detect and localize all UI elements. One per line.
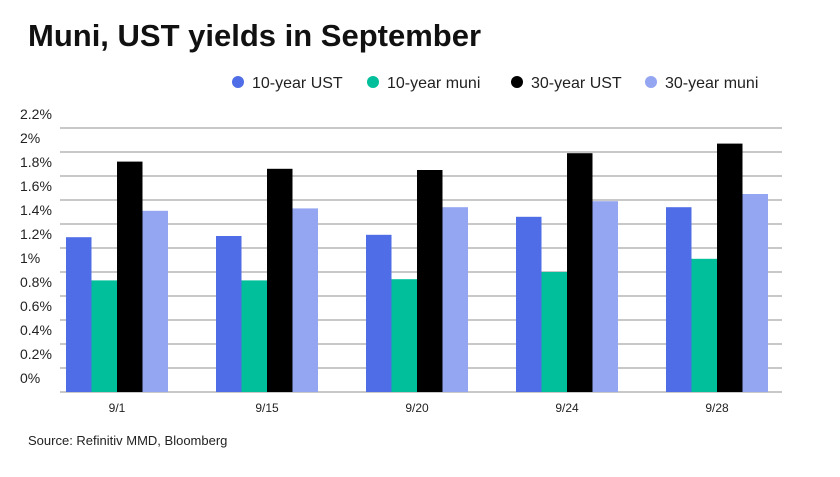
x-tick-label: 9/1	[109, 401, 126, 415]
legend-marker	[232, 76, 244, 88]
bar-30-year-ust-9/20	[417, 170, 443, 392]
bar-10-year-muni-9/20	[391, 279, 417, 392]
bar-30-year-muni-9/24	[592, 201, 618, 392]
bar-30-year-ust-9/15	[267, 168, 293, 392]
y-tick-label: 0.6%	[20, 298, 52, 314]
y-tick-label: 1.6%	[20, 178, 52, 194]
bars	[66, 143, 768, 392]
legend-label: 30-year UST	[531, 75, 622, 92]
source-note: Source: Refinitiv MMD, Bloomberg	[28, 433, 227, 448]
y-tick-label: 1.2%	[20, 226, 52, 242]
chart-title: Muni, UST yields in September	[28, 18, 481, 53]
bar-10-year-ust-9/20	[366, 234, 392, 392]
y-tick-label: 1.4%	[20, 202, 52, 218]
y-tick-label: 0.8%	[20, 274, 52, 290]
bar-30-year-ust-9/28	[717, 143, 743, 392]
y-tick-label: 2.2%	[20, 106, 52, 122]
y-tick-label: 0.2%	[20, 346, 52, 362]
bar-10-year-ust-9/28	[666, 207, 692, 392]
y-tick-label: 0.4%	[20, 322, 52, 338]
x-tick-label: 9/20	[405, 401, 429, 415]
legend-label: 30-year muni	[665, 75, 758, 92]
y-tick-label: 1%	[20, 250, 40, 266]
bar-30-year-muni-9/1	[142, 210, 168, 392]
bar-10-year-ust-9/1	[66, 237, 92, 392]
x-tick-label: 9/15	[255, 401, 279, 415]
y-tick-label: 2%	[20, 130, 40, 146]
legend-label: 10-year UST	[252, 75, 343, 92]
y-axis: 0% 0.2% 0.4% 0.6% 0.8% 1% 1.2% 1.4% 1.6% 1.8% 2% 2.…	[20, 106, 52, 386]
bar-30-year-ust-9/1	[117, 161, 143, 392]
bar-10-year-muni-9/1	[91, 280, 117, 392]
x-tick-label: 9/28	[705, 401, 729, 415]
bar-10-year-muni-9/24	[541, 272, 567, 392]
bar-10-year-muni-9/15	[241, 280, 267, 392]
legend-marker	[511, 76, 523, 88]
y-tick-label: 1.8%	[20, 154, 52, 170]
y-tick-label: 0%	[20, 370, 40, 386]
bar-10-year-muni-9/28	[691, 258, 717, 392]
legend-marker	[645, 76, 657, 88]
x-tick-label: 9/24	[555, 401, 579, 415]
bar-30-year-muni-9/15	[292, 208, 318, 392]
x-axis: 9/1 9/15 9/20 9/24 9/28	[109, 401, 729, 415]
bar-10-year-ust-9/15	[216, 236, 242, 392]
legend-label: 10-year muni	[387, 75, 480, 92]
legend: 10-year UST 10-year muni 30-year UST 30-yea…	[232, 75, 758, 92]
bar-30-year-ust-9/24	[567, 153, 593, 392]
bar-30-year-muni-9/28	[742, 194, 768, 392]
bar-10-year-ust-9/24	[516, 216, 542, 392]
legend-marker	[367, 76, 379, 88]
bar-30-year-muni-9/20	[442, 207, 468, 392]
